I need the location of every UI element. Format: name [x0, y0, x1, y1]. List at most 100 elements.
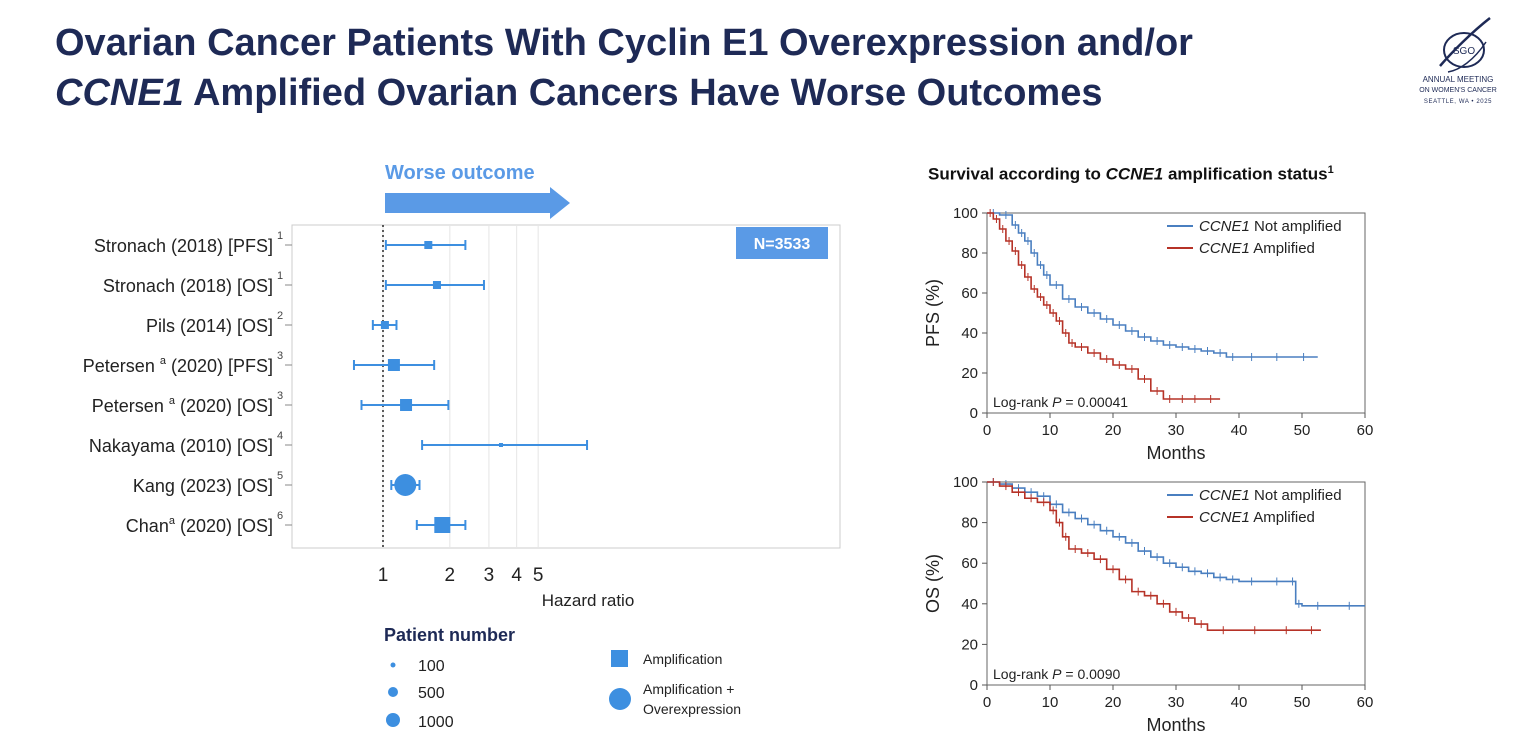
legend-size-500: 500 — [418, 685, 445, 702]
x-tick-label: 2 — [445, 565, 456, 586]
forest-rows: Stronach (2018) [PFS] 1 Stronach (2018) [O… — [83, 230, 589, 536]
study-ref: 3 — [277, 390, 283, 402]
hr-point — [380, 321, 389, 329]
forest-row: Petersen a (2020) [PFS] 3 — [83, 350, 436, 376]
km-x-label: Months — [1146, 715, 1205, 735]
forest-row: Petersen a (2020) [OS] 3 — [92, 390, 450, 416]
hr-point — [394, 474, 417, 496]
slide-title: Ovarian Cancer Patients With Cyclin E1 O… — [55, 18, 1375, 118]
x-tick-label: 30 — [1168, 694, 1185, 711]
x-tick-label: 4 — [511, 565, 522, 586]
study-label: Pils (2014) [OS] — [146, 316, 273, 336]
forest-x-label: Hazard ratio — [542, 591, 635, 610]
study-label: Petersen a (2020) [PFS] — [83, 355, 273, 376]
y-tick-label: 60 — [961, 285, 978, 302]
study-ref: 5 — [277, 470, 283, 482]
plot-frame — [291, 224, 841, 549]
worse-outcome-arrow-icon — [385, 187, 570, 219]
y-tick-label: 80 — [961, 515, 978, 532]
hr-point — [432, 281, 441, 289]
y-tick-label: 100 — [953, 205, 978, 222]
x-tick-label: 30 — [1168, 422, 1185, 439]
study-label: Petersen a (2020) [OS] — [92, 395, 273, 416]
logo-abbr: SGO — [1453, 46, 1475, 57]
study-label: Stronach (2018) [PFS] — [94, 236, 273, 256]
pfs-km-plot: 0 20 40 60 80 100 0 10 20 30 40 50 60 Months PFS (%) CC… — [923, 205, 1373, 463]
y-tick-label: 80 — [961, 245, 978, 262]
study-ref: 1 — [277, 230, 283, 242]
x-tick-label: 20 — [1105, 694, 1122, 711]
x-tick-label: 20 — [1105, 422, 1122, 439]
x-tick-label: 0 — [983, 422, 991, 439]
x-tick-label: 60 — [1357, 694, 1374, 711]
study-label: Nakayama (2010) [OS] — [89, 436, 273, 456]
km-y-label: PFS (%) — [923, 279, 943, 347]
legend-size-500-icon — [388, 687, 398, 697]
forest-legend: Patient number 100 500 1000 Amplificatio… — [384, 625, 741, 731]
legend-size-1000-icon — [386, 713, 400, 727]
x-tick-label: 3 — [484, 565, 495, 586]
sgo-emblem-icon — [1439, 17, 1491, 73]
x-tick-label: 1 — [378, 565, 389, 586]
title-line-1: Ovarian Cancer Patients With Cyclin E1 O… — [55, 22, 1193, 64]
logo-line1: ANNUAL MEETING — [1423, 75, 1494, 84]
legend-size-100-icon — [390, 662, 396, 668]
y-tick-label: 40 — [961, 325, 978, 342]
forest-gridlines — [382, 226, 539, 547]
x-tick-label: 40 — [1231, 694, 1248, 711]
x-tick-label: 50 — [1294, 422, 1311, 439]
km-title: Survival according to CCNE1 amplificatio… — [928, 164, 1334, 184]
x-tick-label: 5 — [533, 565, 544, 586]
n-badge-text: N=3533 — [754, 236, 811, 253]
forest-row: Nakayama (2010) [OS] 4 — [89, 430, 589, 456]
forest-plot: Worse outcome N=3533 Stronach (2018) [PF… — [83, 162, 841, 610]
legend-amp-overexpression-1: Amplification + — [643, 681, 734, 697]
title-gene-italic: CCNE1 — [55, 72, 184, 114]
km-y-label: OS (%) — [923, 554, 943, 613]
y-tick-label: 100 — [953, 474, 978, 491]
forest-row: Kang (2023) [OS] 5 — [133, 470, 421, 496]
legend-amplification: Amplification — [643, 651, 722, 667]
log-rank-annotation: Log-rank P = 0.0090 — [993, 666, 1120, 682]
worse-outcome-label: Worse outcome — [385, 162, 535, 184]
logo-line3: SEATTLE, WA • 2025 — [1424, 99, 1492, 105]
y-tick-label: 20 — [961, 636, 978, 653]
hr-point — [400, 399, 413, 411]
y-tick-label: 0 — [970, 677, 978, 694]
hr-point — [434, 517, 451, 533]
x-tick-label: 10 — [1042, 694, 1059, 711]
legend-amp-overexpression-2: Overexpression — [643, 701, 741, 717]
study-ref: 2 — [277, 310, 283, 322]
km-x-label: Months — [1146, 443, 1205, 463]
forest-row: Stronach (2018) [PFS] 1 — [94, 230, 467, 256]
km-legend-label: CCNE1 Amplified — [1199, 240, 1315, 257]
study-ref: 6 — [277, 510, 283, 522]
km-legend-label: CCNE1 Amplified — [1199, 509, 1315, 526]
x-tick-label: 50 — [1294, 694, 1311, 711]
km-curve-0 — [987, 212, 1318, 358]
y-tick-label: 20 — [961, 365, 978, 382]
title-line-2: Amplified Ovarian Cancers Have Worse Out… — [183, 72, 1103, 114]
hr-point — [387, 359, 400, 371]
km-curve-0 — [987, 481, 1365, 607]
km-legend-label: CCNE1 Not amplified — [1199, 218, 1342, 235]
y-tick-label: 0 — [970, 405, 978, 422]
x-tick-label: 0 — [983, 694, 991, 711]
sgo-logo: SGO ANNUAL MEETING ON WOMEN'S CANCER SEA… — [1419, 17, 1497, 105]
legend-size-1000: 1000 — [418, 714, 454, 731]
km-curve-1 — [987, 481, 1321, 631]
study-ref: 1 — [277, 270, 283, 282]
hr-point — [424, 241, 433, 249]
logo-line2: ON WOMEN'S CANCER — [1419, 87, 1497, 94]
legend-size-title: Patient number — [384, 625, 515, 645]
legend-amp-overexpression-icon — [609, 688, 631, 710]
study-label: Kang (2023) [OS] — [133, 476, 273, 496]
study-label: Stronach (2018) [OS] — [103, 276, 273, 296]
y-tick-label: 40 — [961, 596, 978, 613]
km-legend-label: CCNE1 Not amplified — [1199, 487, 1342, 504]
os-km-plot: 0 20 40 60 80 100 0 10 20 30 40 50 60 Months OS (%) CCN… — [923, 474, 1374, 735]
legend-amplification-icon — [611, 650, 628, 667]
n-badge-box — [736, 227, 828, 259]
study-label: Chana (2020) [OS] — [126, 515, 273, 536]
